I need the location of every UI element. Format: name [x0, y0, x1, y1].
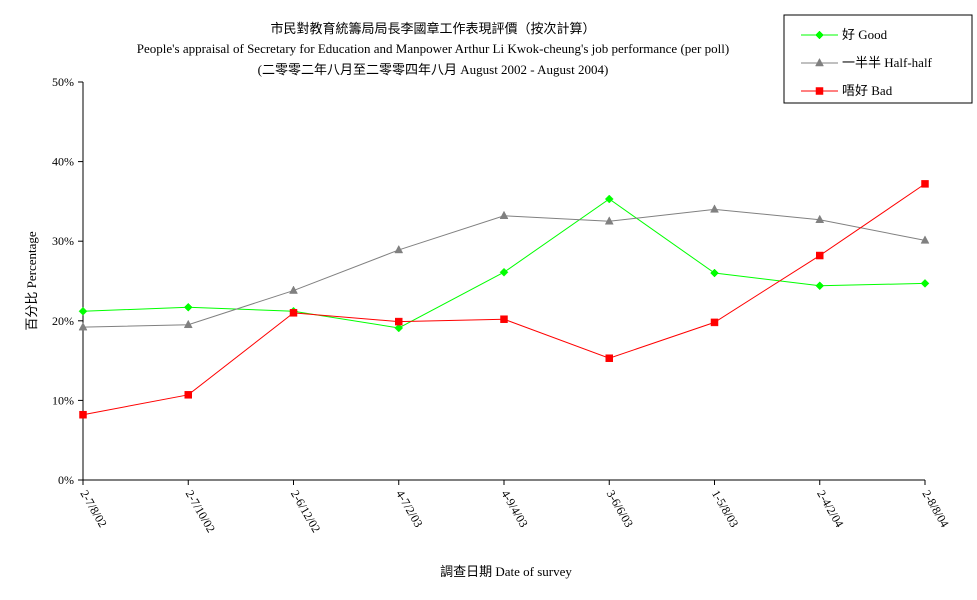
- data-point: [815, 281, 825, 291]
- data-point: [395, 317, 403, 326]
- legend-items: 好 Good 一半半 Half-half 唔好 Bad: [801, 27, 933, 98]
- chart-title: 市民對教育統籌局局長李國章工作表現評價（按次計算）: [270, 21, 595, 36]
- x-tick-label: 2-6/12/02: [288, 488, 323, 535]
- data-point: [920, 279, 930, 288]
- data-point: [710, 268, 719, 278]
- data-point: [816, 251, 824, 260]
- legend-item: 好 Good: [801, 27, 888, 42]
- data-point: [78, 322, 88, 331]
- data-point: [499, 267, 509, 277]
- chart-subtitle-2: (二零零二年八月至二零零四年八月 August 2002 - August 20…: [258, 62, 609, 77]
- series-2: [79, 180, 929, 419]
- data-point: [920, 235, 930, 244]
- x-ticks: 2-7/8/02 2-7/10/02 2-6/12/02 4-7/2/03 4-9/4/…: [77, 480, 952, 535]
- legend-marker: [815, 57, 824, 67]
- y-tick-label: 30%: [52, 234, 74, 248]
- data-point: [710, 204, 719, 213]
- x-tick-label: 2-4/2/04: [814, 488, 846, 530]
- series-layer: [78, 180, 930, 419]
- legend-label: 好 Good: [842, 27, 888, 42]
- legend-item: 唔好 Bad: [801, 83, 893, 98]
- x-tick-label: 4-9/4/03: [498, 488, 530, 530]
- x-tick-label: 2-7/10/02: [183, 488, 218, 535]
- data-point: [605, 354, 613, 362]
- data-point: [394, 244, 404, 254]
- data-point: [710, 318, 719, 327]
- y-ticks: 0% 10% 20% 30% 40% 50%: [52, 75, 83, 487]
- data-point: [78, 306, 88, 316]
- y-tick-label: 10%: [52, 393, 74, 407]
- data-point: [183, 319, 193, 329]
- x-axis-label: 調查日期 Date of survey: [440, 564, 572, 579]
- data-point: [499, 210, 509, 219]
- data-point: [921, 180, 929, 188]
- x-tick-label: 4-7/2/03: [393, 488, 425, 530]
- legend-label: 唔好 Bad: [842, 83, 893, 98]
- data-point: [289, 309, 298, 317]
- data-point: [79, 410, 87, 419]
- legend-label: 一半半 Half-half: [842, 55, 933, 70]
- y-tick-label: 40%: [52, 155, 74, 169]
- x-tick-label: 2-7/8/02: [77, 488, 109, 530]
- data-point: [500, 315, 508, 323]
- data-point: [815, 214, 825, 223]
- y-tick-label: 0%: [58, 473, 74, 487]
- legend-marker: [815, 87, 824, 95]
- data-point: [604, 194, 614, 204]
- chart-subtitle: People's appraisal of Secretary for Educ…: [137, 41, 729, 56]
- y-axis-label: 百分比 Percentage: [24, 231, 39, 331]
- x-tick-label: 2-8/8/04: [919, 488, 951, 530]
- data-point: [289, 285, 298, 294]
- y-tick-label: 20%: [52, 314, 74, 328]
- x-tick-label: 1-5/8/03: [709, 488, 741, 530]
- data-point: [394, 323, 404, 333]
- legend-box: [783, 14, 973, 104]
- data-point: [184, 391, 192, 399]
- x-tick-label: 3-6/6/03: [604, 488, 636, 530]
- series-1: [78, 204, 930, 331]
- legend: 好 Good 一半半 Half-half 唔好 Bad: [783, 14, 973, 104]
- y-tick-label: 50%: [52, 75, 74, 89]
- data-point: [604, 216, 614, 225]
- data-point: [183, 302, 193, 312]
- legend-item: 一半半 Half-half: [801, 55, 933, 70]
- legend-marker: [815, 30, 824, 40]
